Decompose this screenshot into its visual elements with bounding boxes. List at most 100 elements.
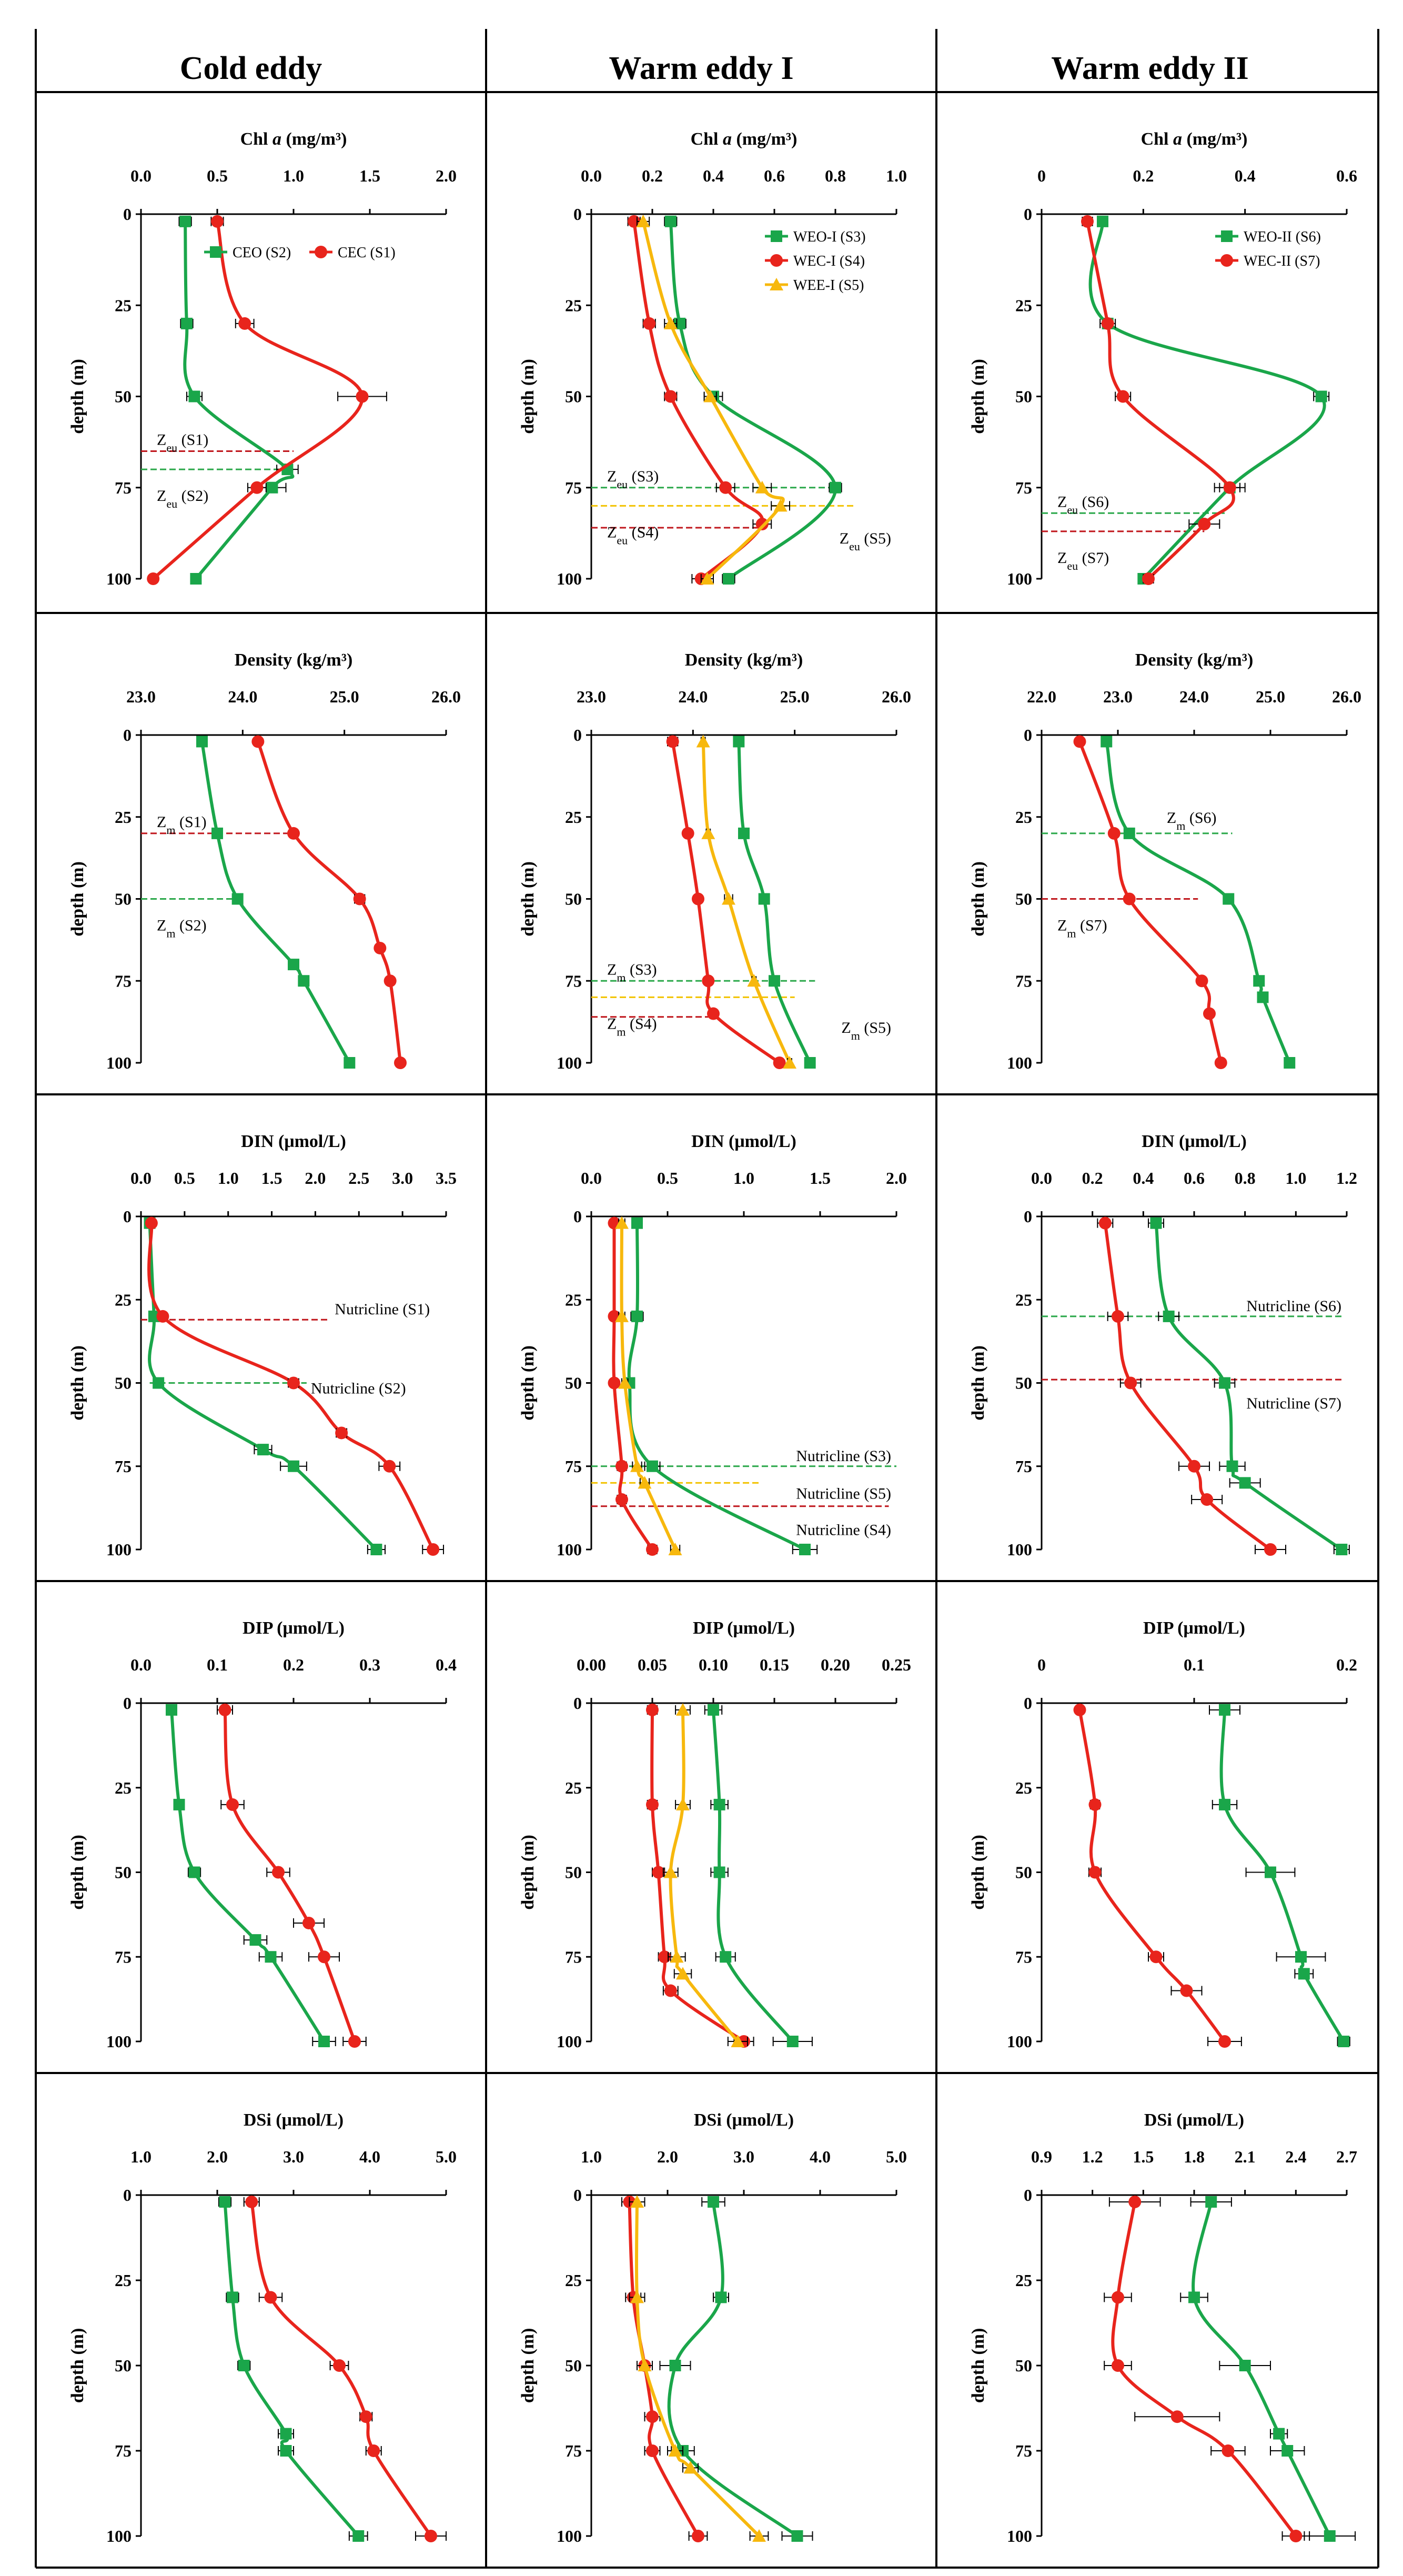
- data-point: [1149, 1950, 1163, 1964]
- data-point: [703, 389, 718, 402]
- x-tick-label: 0.2: [283, 1655, 304, 1674]
- data-point: [383, 974, 397, 988]
- chart-title-italic: a: [268, 129, 281, 149]
- x-tick-label: 2.0: [305, 1169, 326, 1188]
- data-point: [153, 1377, 165, 1389]
- chart-legend: WEO-I (S3) WEC-I (S4) WEE-I (S5): [765, 229, 866, 294]
- y-tick-label: 75: [1015, 1457, 1032, 1476]
- y-tick-label: 75: [115, 478, 132, 497]
- x-tick-label: 24.0: [678, 687, 708, 706]
- series-line: [641, 221, 785, 580]
- data-point: [696, 734, 710, 748]
- data-point: [1112, 1310, 1124, 1323]
- chart-din-warm1: DIN (μmol/L) 0.0 0.5 1.0 1.5 2.0 0 25 50 75 100 dep…: [518, 1132, 907, 1559]
- series-line: [627, 1223, 806, 1551]
- data-point: [1098, 1216, 1112, 1230]
- x-tick-label: 0.0: [130, 1655, 152, 1674]
- x-tick-label: 0.5: [657, 1169, 678, 1188]
- annotation-label: Zm (S2): [157, 917, 207, 940]
- y-tick-label: 75: [1015, 971, 1032, 990]
- data-point: [245, 2195, 258, 2208]
- data-point: [1116, 390, 1129, 403]
- data-point: [211, 215, 224, 228]
- chart-title: DIN (μmol/L): [241, 1132, 346, 1151]
- x-tick-label: 0.8: [825, 166, 846, 185]
- data-point: [1281, 2445, 1294, 2457]
- x-tick-label: 0.6: [1336, 166, 1357, 185]
- y-tick-label: 0: [1024, 1207, 1032, 1226]
- data-point: [1101, 317, 1114, 330]
- data-point: [615, 1216, 629, 1229]
- y-tick-label: 75: [565, 2441, 582, 2460]
- annotation-main: Z: [607, 1015, 617, 1032]
- y-tick-label: 25: [1015, 808, 1032, 827]
- data-point: [173, 1798, 185, 1810]
- chart-chla-cold: Chl a (mg/m³) 0.0 0.5 1.0 1.5 2.0 0 25 50 75 100 de…: [68, 129, 457, 588]
- chart-title: Chl a (mg/m³): [691, 129, 798, 149]
- data-point: [676, 1797, 690, 1810]
- data-point: [799, 1544, 811, 1555]
- y-tick-label: 100: [106, 2527, 132, 2545]
- chart-title-unit: (mg/m³): [1182, 129, 1247, 149]
- data-point: [1219, 1704, 1230, 1716]
- annotation-main: Z: [840, 530, 849, 547]
- data-point: [1338, 2036, 1350, 2047]
- panel-grid: [35, 29, 1379, 2569]
- data-point: [425, 2530, 437, 2542]
- x-tick-label: 0.6: [1184, 1169, 1205, 1188]
- x-tick-label: 23.0: [577, 687, 606, 706]
- data-point: [1284, 1057, 1296, 1069]
- x-tick-label: 0.5: [174, 1169, 195, 1188]
- annotation-main: Z: [1167, 809, 1176, 827]
- data-point: [1223, 893, 1235, 905]
- x-tick-label: 0.15: [760, 1655, 789, 1674]
- x-tick-label: 3.5: [436, 1169, 457, 1188]
- data-point: [156, 1310, 169, 1323]
- chart-chla-warm1: Chl a (mg/m³) 0.0 0.2 0.4 0.6 0.8 1.0 0 25 50 75 10…: [518, 129, 907, 588]
- y-axis-label: depth (m): [68, 2328, 87, 2403]
- y-axis-label: depth (m): [68, 1835, 87, 1910]
- series-line: [737, 741, 812, 1064]
- x-tick-label: 2.0: [657, 2147, 678, 2166]
- legend-marker: [1220, 254, 1233, 267]
- x-tick-label: 0.4: [1235, 166, 1256, 185]
- data-point: [1188, 1460, 1200, 1473]
- data-point: [352, 2530, 365, 2542]
- chart-title: Density (kg/m³): [1135, 650, 1254, 670]
- annotation-tail: (S3): [625, 961, 657, 978]
- data-point: [804, 1057, 816, 1069]
- chart-title-part: DIN (μmol/L): [691, 1132, 796, 1151]
- data-point: [298, 975, 310, 987]
- data-point: [287, 1376, 300, 1390]
- data-point: [646, 1543, 659, 1556]
- data-point: [1298, 1968, 1310, 1980]
- y-tick-label: 75: [1015, 478, 1032, 497]
- x-tick-label: 0.3: [359, 1655, 380, 1674]
- annotation-sub: eu: [1067, 559, 1078, 572]
- series-line: [1219, 1709, 1345, 2042]
- data-point: [713, 1866, 725, 1878]
- y-tick-label: 50: [115, 890, 132, 909]
- legend-label: WEO-I (S3): [793, 229, 866, 245]
- data-point: [1073, 1703, 1086, 1716]
- data-point: [713, 1798, 725, 1810]
- chart-dsi-warm2: DSi (μmol/L) 0.9 1.2 1.5 1.8 2.1 2.4 2.7 0 25 50 75…: [968, 2110, 1357, 2545]
- y-tick-label: 100: [557, 2527, 582, 2545]
- y-tick-label: 50: [115, 1863, 132, 1882]
- annotation-tail: (S5): [860, 530, 891, 547]
- x-tick-label: 0.6: [764, 166, 785, 185]
- annotation-main: Z: [157, 917, 166, 934]
- x-tick-label: 24.0: [228, 687, 257, 706]
- x-tick-label: 1.0: [283, 166, 304, 185]
- annotation-label: Zm (S7): [1057, 917, 1107, 940]
- y-tick-label: 100: [106, 1053, 132, 1072]
- chart-din-warm2: DIN (μmol/L) 0.0 0.2 0.4 0.6 0.8 1.0 1.2 0 25 50 75…: [968, 1132, 1357, 1559]
- chart-title-part: Density (kg/m³): [235, 650, 353, 670]
- annotation-sub: m: [617, 1025, 625, 1038]
- data-point: [288, 959, 299, 971]
- series-line: [634, 2201, 761, 2538]
- x-tick-label: 0.2: [1082, 1169, 1103, 1188]
- annotation-sub: eu: [166, 497, 177, 510]
- data-point: [288, 1460, 299, 1472]
- x-tick-label: 25.0: [1256, 687, 1285, 706]
